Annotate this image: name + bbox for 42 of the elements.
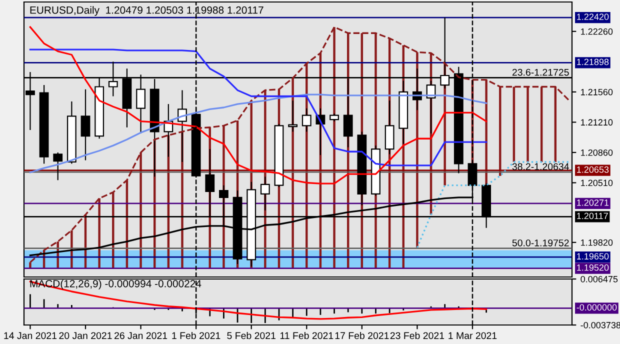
ref-line-label: 1.21898 [577,58,609,66]
line-series [29,26,570,264]
x-tick-label: 23 Feb 2021 [390,332,444,340]
x-tick-label: 5 Feb 2021 [227,332,276,340]
chart-title: EURUSD,Daily 1.20479 1.20503 1.19988 1.20117 [30,6,264,16]
y-tick-label: 0.006475 [580,276,618,282]
x-tick-label: 1 Feb 2021 [172,332,220,340]
x-tick-label: 1 Mar 2021 [448,332,497,340]
x-tick-label: 17 Feb 2021 [335,332,389,340]
candlestick [302,108,312,132]
line-series [29,280,488,320]
annotation: 23.6-1.21725 [512,68,569,76]
candlestick [53,152,63,181]
annotation: 50.0-1.19752 [512,239,569,246]
y-tick-label: 1.20860 [581,149,613,156]
line-series [29,48,488,166]
ref-line-label: 1.20271 [577,199,609,206]
line-series [29,26,488,184]
bar [526,86,529,162]
candlestick [260,176,270,211]
y-tick-label: 1.20510 [581,180,613,186]
y-tick-label: 1.21210 [581,119,613,126]
ref-line-label: 1.20653 [577,166,609,173]
ref-line-label: 1.19650 [577,253,609,260]
x-tick-label: 26 Jan 2021 [114,332,168,340]
y-tick-label: 1.22260 [581,28,613,35]
ref-line-label: 1.22420 [577,14,609,20]
y-tick-label: 1.19820 [581,239,613,246]
line-series [416,161,570,248]
candlestick [384,100,394,155]
x-tick-label: 20 Jan 2021 [59,332,112,340]
x-tick-label: 11 Feb 2021 [280,332,334,340]
annotation: 38.2-1.20634 [512,163,569,170]
candlestick [80,88,90,161]
ref-line-label: 1.20117 [577,212,608,220]
candlestick [288,100,298,132]
bar [485,80,488,186]
ref-line-label: 1.19520 [577,264,609,271]
y-tick-label: 1.21560 [581,88,613,96]
bar [512,86,516,162]
x-tick-label: 14 Jan 2021 [4,332,57,340]
ref-line-label: -0.000000 [576,304,617,311]
